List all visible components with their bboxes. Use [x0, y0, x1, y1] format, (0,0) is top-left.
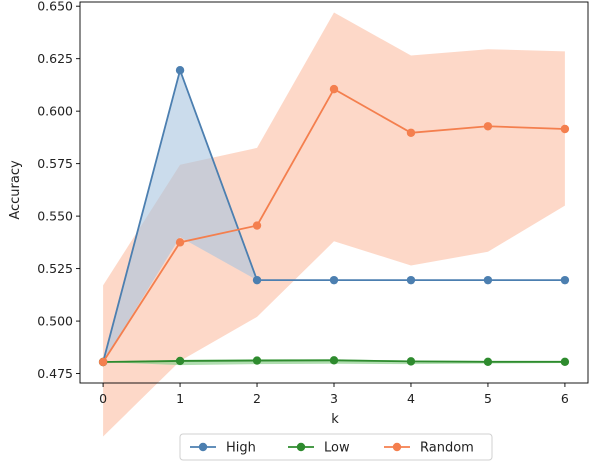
legend-label-random: Random [420, 441, 474, 456]
point-high-6 [560, 275, 570, 285]
point-low-5 [483, 357, 493, 366]
y-tick-label: 0.525 [37, 261, 73, 276]
point-low-3 [329, 356, 339, 365]
point-high-4 [406, 275, 416, 285]
x-tick-label: 4 [407, 391, 415, 406]
point-high-3 [329, 275, 339, 285]
bands-layer [103, 12, 565, 437]
y-tick-label: 0.600 [37, 104, 73, 119]
legend-marker-high [198, 442, 208, 452]
point-random-0 [98, 357, 108, 367]
point-low-6 [560, 357, 570, 366]
point-random-3 [329, 84, 339, 94]
point-random-1 [175, 238, 185, 247]
point-random-6 [560, 124, 570, 134]
x-tick-label: 5 [484, 391, 492, 406]
x-axis-label: k [331, 412, 339, 427]
point-random-4 [406, 128, 416, 137]
point-random-2 [252, 221, 262, 230]
y-axis-label: Accuracy [8, 160, 23, 220]
x-ticks: 0 1 2 3 4 5 6 [99, 383, 569, 406]
band-random [103, 12, 565, 437]
legend: High Low Random [179, 433, 493, 461]
band-high [103, 70, 565, 363]
legend-label-low: Low [324, 441, 350, 456]
point-low-1 [175, 356, 185, 366]
y-tick-label: 0.625 [37, 51, 73, 66]
point-low-4 [406, 357, 416, 366]
lines-layer [98, 66, 570, 367]
legend-label-high: High [226, 441, 256, 456]
x-tick-label: 0 [99, 391, 107, 406]
point-random-5 [483, 122, 493, 131]
x-tick-label: 2 [253, 391, 261, 406]
legend-box [179, 433, 493, 461]
y-tick-label: 0.475 [37, 366, 73, 381]
point-high-5 [483, 275, 493, 285]
x-tick-label: 1 [176, 391, 184, 406]
y-tick-label: 0.575 [37, 156, 73, 171]
x-tick-label: 6 [561, 391, 569, 406]
legend-marker-random [392, 442, 402, 452]
legend-marker-low [296, 442, 306, 452]
y-tick-label: 0.500 [37, 314, 73, 329]
x-tick-label: 3 [330, 391, 338, 406]
point-high-1 [175, 66, 185, 75]
point-high-2 [252, 275, 262, 285]
y-ticks: 0.475 0.500 0.525 0.550 0.575 0.600 0.625 0.650 [37, 0, 80, 381]
y-tick-label: 0.550 [37, 209, 73, 224]
point-low-2 [252, 356, 262, 365]
y-tick-label: 0.650 [37, 0, 73, 14]
